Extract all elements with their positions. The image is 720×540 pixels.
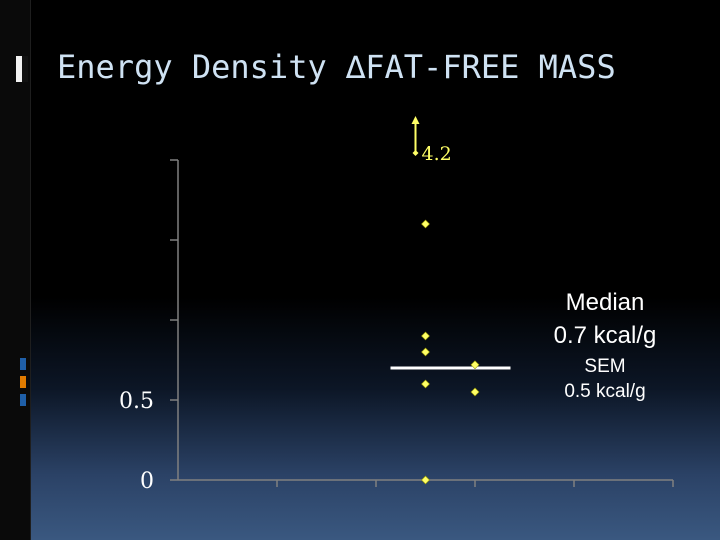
deco-bar-blue-2	[20, 394, 26, 406]
median-label: Median	[565, 289, 645, 316]
decorative-bars	[20, 358, 26, 412]
data-point-0	[421, 475, 430, 485]
data-point-4	[421, 219, 430, 229]
y-tick-label-0: 0	[140, 469, 154, 494]
median-value: 0.7 kcal/g	[553, 322, 657, 349]
sem-value: 0.5 kcal/g	[564, 381, 646, 402]
deco-bar-blue	[20, 358, 26, 370]
offscale-arrow-head	[411, 116, 420, 124]
offscale-point-label: 4.2	[422, 143, 452, 165]
data-point-1	[421, 379, 430, 389]
data-point-6	[470, 360, 480, 370]
title-bullet-mark-inner	[22, 56, 28, 82]
data-point-2	[421, 347, 430, 357]
median-annotation: Median 0.7 kcal/g SEM 0.5 kcal/g	[520, 286, 690, 404]
y-tick-label-1: 0.5	[119, 389, 154, 414]
data-point-3	[421, 331, 430, 341]
data-point-5	[470, 387, 480, 397]
sem-label: SEM	[584, 356, 626, 377]
deco-bar-orange	[20, 376, 26, 388]
offscale-data-point	[412, 150, 419, 156]
left-sidebar-strip	[0, 0, 31, 540]
page-title: Energy Density ∆FAT-FREE MASS	[57, 48, 616, 86]
